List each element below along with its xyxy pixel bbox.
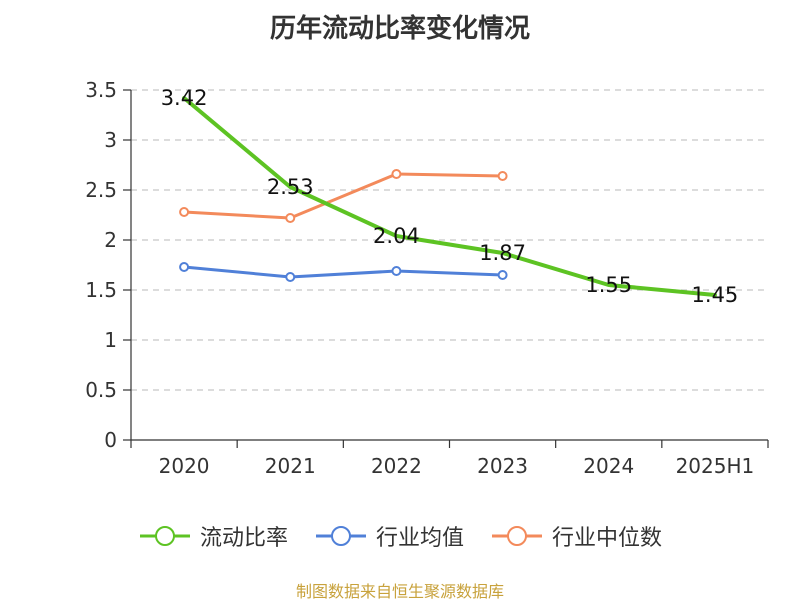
legend-item[interactable]: 行业中位数 bbox=[490, 520, 662, 552]
data-label: 2.53 bbox=[267, 175, 314, 199]
data-label: 2.04 bbox=[373, 224, 420, 248]
x-tick-label: 2024 bbox=[583, 454, 634, 478]
x-tick-label: 2020 bbox=[159, 454, 210, 478]
series-0 bbox=[182, 96, 717, 297]
data-label: 1.55 bbox=[585, 273, 632, 297]
y-tick-label: 3.5 bbox=[85, 78, 117, 102]
source-note: 制图数据来自恒生聚源数据库 bbox=[295, 582, 504, 601]
data-label-layer: 3.42 2.53 2.04 1.87 1.55 1.45 bbox=[161, 86, 739, 307]
data-point[interactable] bbox=[179, 262, 190, 272]
legend-label: 行业中位数 bbox=[552, 526, 663, 551]
x-tick-label: 2025H1 bbox=[676, 454, 755, 478]
series-layer bbox=[179, 96, 717, 297]
series-1 bbox=[179, 262, 508, 282]
data-label: 3.42 bbox=[161, 86, 208, 110]
y-tick-label: 2.5 bbox=[85, 178, 117, 202]
data-point[interactable] bbox=[285, 213, 296, 223]
data-point[interactable] bbox=[285, 272, 296, 282]
chart-title: 历年流动比率变化情况 bbox=[269, 14, 530, 44]
y-tick-label: 0.5 bbox=[85, 378, 117, 402]
y-tick-label: 2 bbox=[104, 228, 117, 252]
data-point[interactable] bbox=[497, 270, 508, 280]
data-label: 1.87 bbox=[479, 241, 526, 265]
legend: 流动比率 行业均值 行业中位数 bbox=[0, 520, 800, 552]
y-tick-label: 3 bbox=[104, 128, 117, 152]
data-point[interactable] bbox=[179, 207, 190, 217]
series-line bbox=[182, 172, 505, 220]
data-point[interactable] bbox=[391, 266, 402, 276]
legend-label: 行业均值 bbox=[375, 526, 464, 551]
x-tick-label: 2021 bbox=[265, 454, 316, 478]
legend-swatch-icon bbox=[139, 526, 190, 546]
legend-item[interactable]: 流动比率 bbox=[138, 520, 288, 552]
legend-marker bbox=[154, 526, 175, 546]
x-tick-label: 2023 bbox=[477, 454, 528, 478]
legend-swatch-icon bbox=[315, 526, 366, 546]
legend-marker bbox=[330, 526, 351, 546]
y-tick-label: 1 bbox=[104, 328, 117, 352]
x-tick-label: 2022 bbox=[371, 454, 422, 478]
series-2 bbox=[179, 169, 508, 223]
series-line bbox=[182, 265, 505, 279]
data-point[interactable] bbox=[497, 171, 508, 181]
y-tick-label: 1.5 bbox=[85, 278, 117, 302]
legend-swatch-icon bbox=[492, 526, 542, 546]
series-line bbox=[182, 96, 717, 297]
legend-label: 流动比率 bbox=[199, 526, 288, 551]
data-label: 1.45 bbox=[692, 283, 739, 307]
legend-item[interactable]: 行业均值 bbox=[314, 520, 464, 552]
legend-marker bbox=[507, 526, 527, 546]
data-point[interactable] bbox=[391, 169, 402, 179]
y-tick-label: 0 bbox=[104, 428, 117, 452]
